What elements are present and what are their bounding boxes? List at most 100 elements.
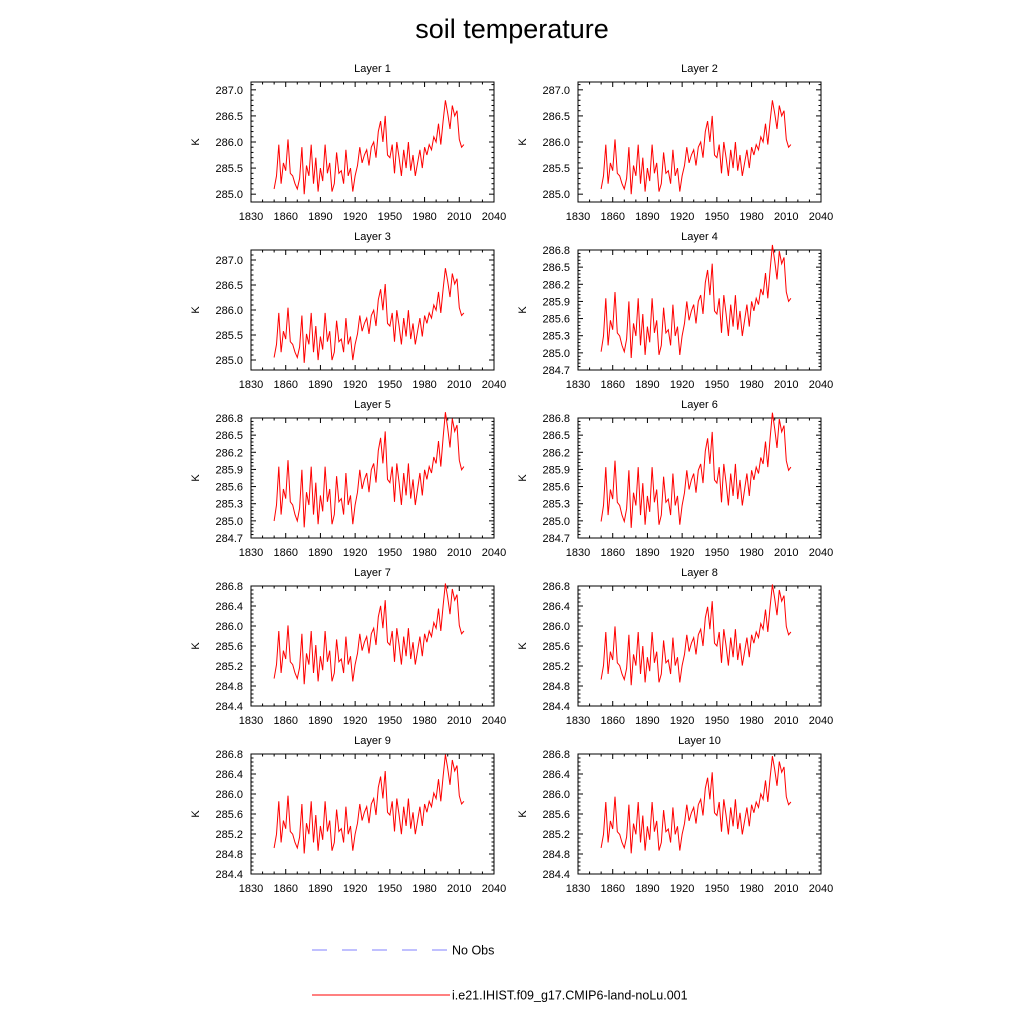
y-tick-label: 284.8 [542,849,570,861]
y-tick-label: 286.8 [542,413,570,425]
y-tick-label: 285.3 [215,499,243,511]
x-tick-label: 2040 [809,883,833,895]
chart-panel-layer-3: Layer 3 1830 1860 1890 1920 1950 1980 2010 2040 2… [190,231,506,391]
y-tick-label: 286.5 [542,111,570,123]
y-tick-label: 286.0 [215,137,243,149]
y-tick-label: 285.6 [542,641,570,653]
y-tick-label: 285.3 [542,499,570,511]
y-tick-label: 284.7 [542,533,570,545]
y-tick-label: 285.5 [215,330,243,342]
chart-panel-layer-4: Layer 4 1830 1860 1890 1920 1950 1980 2010 2040 2… [517,231,833,391]
x-tick-label: 2040 [809,715,833,727]
series-line [273,754,465,854]
x-tick-label: 1950 [378,379,402,391]
x-tick-label: 1920 [343,547,367,559]
x-tick-label: 1830 [566,547,590,559]
y-tick-label: 285.2 [215,661,243,673]
y-tick-label: 286.2 [215,447,243,459]
x-tick-label: 1860 [273,379,297,391]
series-line [273,583,465,685]
y-tick-label: 285.0 [542,189,570,201]
x-tick-label: 1890 [635,547,659,559]
y-axis-label: K [517,138,529,146]
x-tick-label: 2010 [774,715,798,727]
y-tick-label: 284.8 [215,681,243,693]
x-tick-label: 1950 [378,715,402,727]
x-tick-label: 2040 [809,211,833,223]
series-line [273,268,465,363]
chart-panel-layer-1: Layer 1 1830 1860 1890 1920 1950 1980 2010 2040 2… [190,63,506,223]
y-tick-label: 284.4 [215,869,243,881]
x-tick-label: 1950 [378,547,402,559]
y-tick-label: 286.4 [542,769,570,781]
x-tick-label: 2010 [447,379,471,391]
y-tick-label: 286.0 [215,305,243,317]
x-tick-label: 1830 [566,379,590,391]
x-tick-label: 2010 [774,547,798,559]
x-tick-label: 1860 [273,883,297,895]
y-tick-label: 285.5 [215,163,243,175]
x-tick-label: 1860 [273,715,297,727]
plot-frame [577,249,822,371]
y-tick-label: 285.6 [215,809,243,821]
chart-panel-layer-7: Layer 7 1830 1860 1890 1920 1950 1980 2010 2040 2… [190,567,506,727]
x-tick-label: 1920 [670,211,694,223]
series-line [600,244,792,359]
x-tick-label: 1890 [308,883,332,895]
x-tick-label: 1860 [600,211,624,223]
x-tick-label: 1950 [378,211,402,223]
y-tick-label: 285.6 [215,482,243,494]
y-tick-label: 285.0 [215,355,243,367]
y-tick-label: 286.5 [215,111,243,123]
x-tick-label: 1830 [239,547,263,559]
y-tick-label: 285.0 [542,348,570,360]
chart-panel-layer-2: Layer 2 1830 1860 1890 1920 1950 1980 2010 2040 2… [517,63,833,223]
x-tick-label: 1950 [705,715,729,727]
y-axis-label: K [190,138,202,146]
chart-panel-layer-6: Layer 6 1830 1860 1890 1920 1950 1980 2010 2040 2… [517,399,833,559]
y-tick-label: 286.5 [215,430,243,442]
y-axis-label: K [517,810,529,818]
y-axis-label: K [517,306,529,314]
chart-panel-layer-9: Layer 9 1830 1860 1890 1920 1950 1980 2010 2040 2… [190,735,506,895]
y-tick-label: 285.6 [542,482,570,494]
x-tick-label: 2010 [774,883,798,895]
y-tick-label: 287.0 [215,255,243,267]
y-tick-label: 286.5 [215,280,243,292]
series-line [273,100,465,195]
panel-title: Layer 3 [354,231,391,243]
y-tick-label: 286.0 [215,789,243,801]
x-tick-label: 1980 [412,715,436,727]
y-tick-label: 284.4 [542,869,570,881]
legend-label-no-obs: No Obs [452,944,494,958]
y-tick-label: 286.2 [542,447,570,459]
x-tick-label: 2040 [809,379,833,391]
x-tick-label: 2010 [447,883,471,895]
series-line [600,756,792,854]
chart-panel-layer-5: Layer 5 1830 1860 1890 1920 1950 1980 2010 2040 2… [190,399,506,559]
y-tick-label: 286.8 [542,245,570,257]
x-tick-label: 1920 [670,547,694,559]
x-tick-label: 1890 [635,379,659,391]
y-tick-label: 286.4 [215,769,243,781]
x-tick-label: 1980 [412,883,436,895]
y-tick-label: 285.5 [542,163,570,175]
y-axis-label: K [517,474,529,482]
y-tick-label: 286.8 [542,749,570,761]
y-tick-label: 285.2 [215,829,243,841]
x-tick-label: 1890 [308,379,332,391]
y-tick-label: 284.8 [542,681,570,693]
x-tick-label: 1950 [705,883,729,895]
panel-title: Layer 6 [681,399,718,411]
x-tick-label: 1980 [412,547,436,559]
y-tick-label: 285.3 [542,331,570,343]
x-tick-label: 2010 [447,211,471,223]
y-tick-label: 286.8 [215,581,243,593]
x-tick-label: 1920 [343,715,367,727]
x-tick-label: 1980 [739,547,763,559]
x-tick-label: 1830 [566,883,590,895]
y-tick-label: 285.9 [542,464,570,476]
x-tick-label: 1920 [343,211,367,223]
